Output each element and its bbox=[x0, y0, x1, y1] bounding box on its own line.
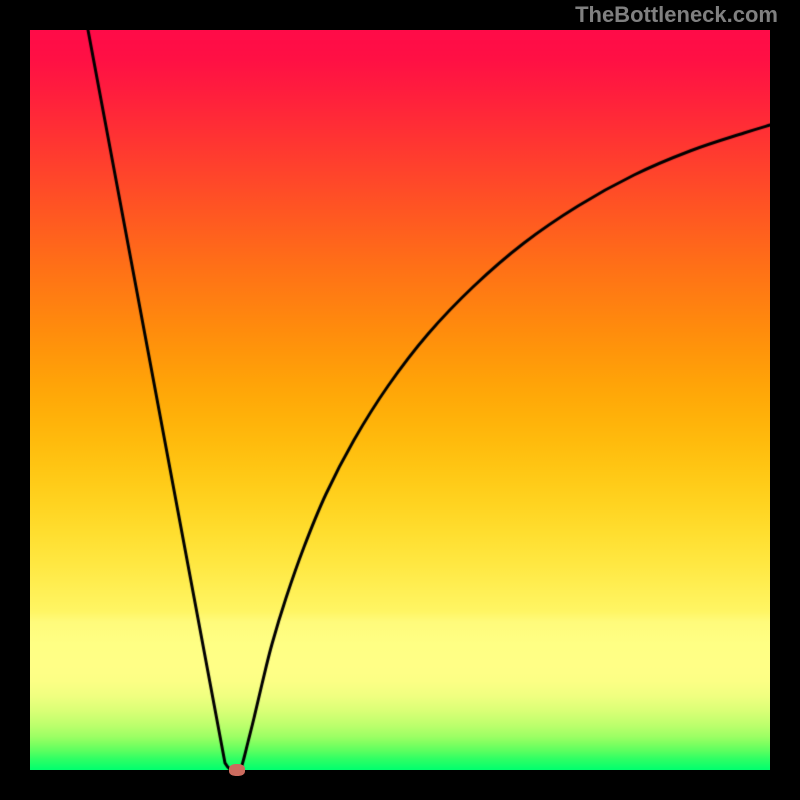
figure-root: TheBottleneck.com bbox=[0, 0, 800, 800]
watermark-text: TheBottleneck.com bbox=[575, 2, 778, 28]
bottleneck-marker-dot bbox=[229, 764, 245, 776]
bottleneck-curve bbox=[0, 0, 800, 800]
